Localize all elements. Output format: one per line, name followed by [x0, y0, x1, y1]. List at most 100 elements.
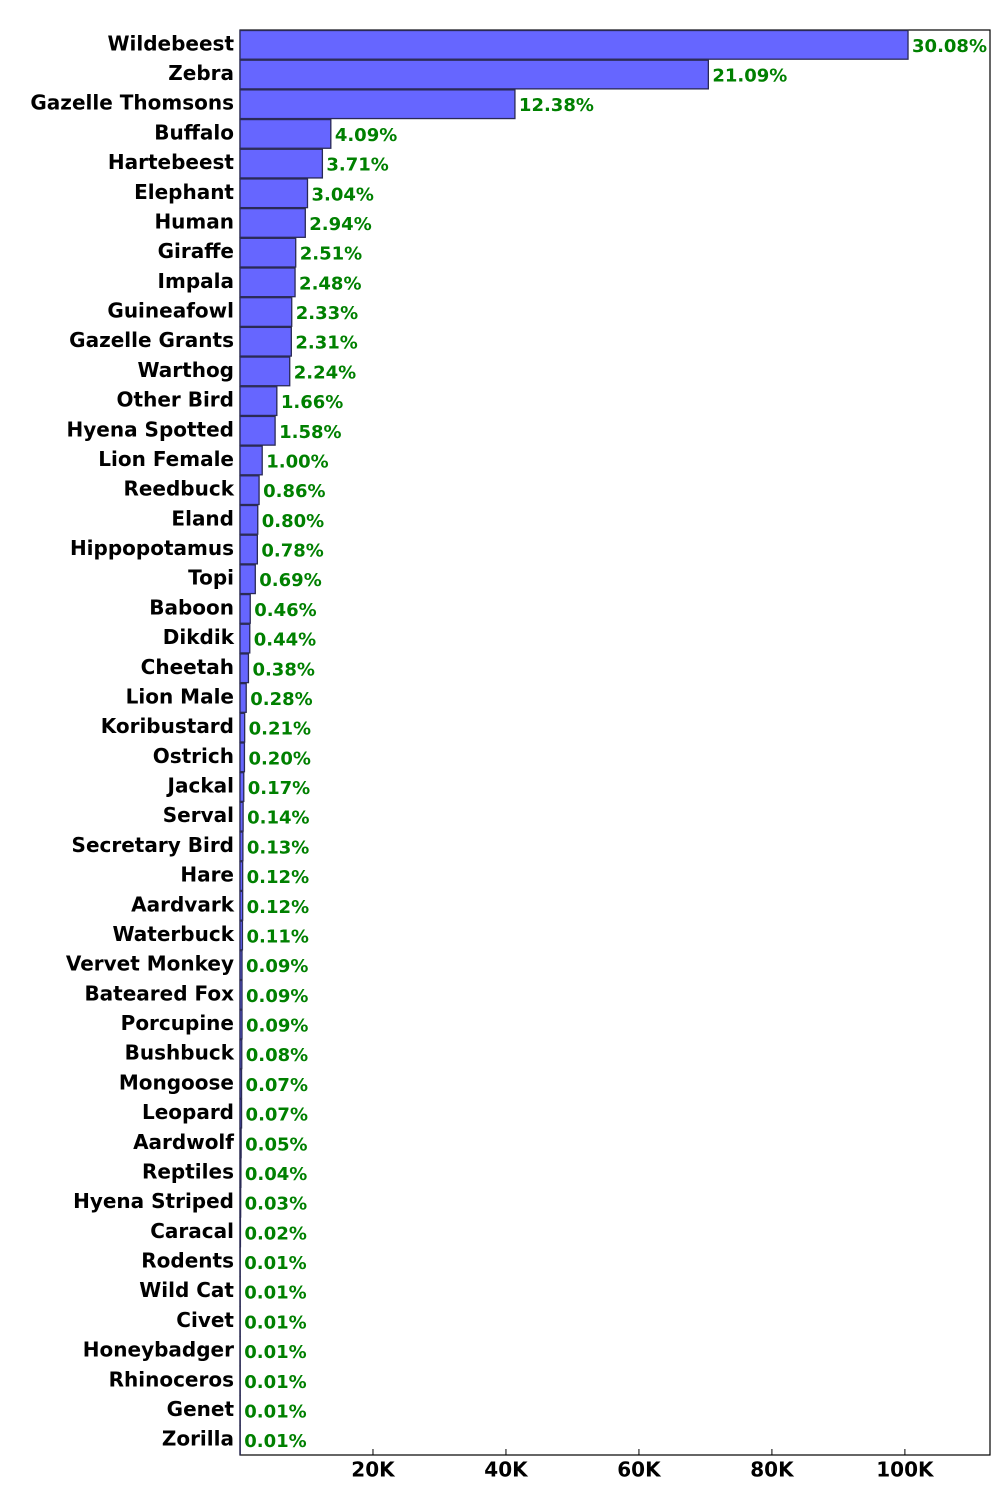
- value-label: 0.44%: [254, 630, 316, 651]
- category-label: Jackal: [166, 774, 234, 798]
- value-label: 2.48%: [299, 273, 361, 294]
- value-label: 0.02%: [244, 1223, 306, 1244]
- x-tick-label: 60K: [617, 1458, 662, 1482]
- bar: [239, 1039, 243, 1070]
- value-label: 0.01%: [244, 1401, 306, 1422]
- category-label: Bushbuck: [125, 1041, 235, 1065]
- value-label: 2.31%: [295, 333, 357, 354]
- category-label: Hartebeest: [108, 150, 235, 174]
- category-label: Hyena Spotted: [67, 417, 235, 441]
- category-label: Other Bird: [117, 388, 234, 412]
- category-label: Reptiles: [142, 1159, 234, 1183]
- bar: [239, 1157, 242, 1188]
- bar: [239, 1098, 243, 1129]
- value-label: 2.51%: [300, 244, 362, 265]
- category-label: Honeybadger: [83, 1338, 234, 1362]
- value-label: 0.01%: [244, 1431, 306, 1452]
- value-label: 0.09%: [246, 986, 308, 1007]
- bar: [239, 534, 259, 565]
- bar: [239, 386, 278, 417]
- category-label: Gazelle Grants: [69, 328, 234, 352]
- value-label: 2.94%: [309, 214, 371, 235]
- bar: [239, 475, 260, 506]
- bar: [239, 415, 276, 446]
- category-label: Caracal: [150, 1219, 234, 1243]
- bar: [239, 623, 251, 654]
- category-label: Civet: [176, 1308, 234, 1332]
- value-label: 0.12%: [247, 897, 309, 918]
- category-label: Mongoose: [119, 1070, 234, 1094]
- value-label: 1.58%: [279, 422, 341, 443]
- category-label: Baboon: [149, 595, 234, 619]
- category-label: Rhinoceros: [109, 1367, 234, 1391]
- bar: [239, 267, 296, 298]
- category-label: Zorilla: [162, 1427, 234, 1451]
- bar: [239, 59, 710, 90]
- value-label: 0.05%: [245, 1134, 307, 1155]
- value-label: 0.01%: [244, 1283, 306, 1304]
- value-label: 0.07%: [246, 1075, 308, 1096]
- category-label: Zebra: [168, 61, 234, 85]
- category-label: Reedbuck: [123, 477, 234, 501]
- value-label: 0.21%: [249, 719, 311, 740]
- category-label: Serval: [163, 803, 234, 827]
- bar: [239, 831, 244, 862]
- value-label: 1.66%: [281, 392, 343, 413]
- bar: [239, 326, 292, 357]
- bar: [239, 801, 244, 832]
- bar: [239, 89, 516, 120]
- bar: [239, 861, 244, 892]
- bar: [239, 297, 293, 328]
- bar: [239, 1068, 243, 1099]
- value-label: 0.69%: [259, 570, 321, 591]
- bar: [239, 653, 250, 684]
- bar: [239, 178, 309, 209]
- category-label: Topi: [188, 566, 234, 590]
- value-label: 0.07%: [246, 1105, 308, 1126]
- bar: [239, 950, 243, 981]
- bar: [239, 920, 244, 951]
- bar: [239, 979, 243, 1010]
- value-label: 3.71%: [326, 155, 388, 176]
- category-label: Hippopotamus: [70, 536, 234, 560]
- x-tick-label: 100K: [876, 1458, 935, 1482]
- category-label: Buffalo: [154, 120, 234, 144]
- bar: [239, 118, 332, 149]
- bar: [239, 1128, 242, 1159]
- category-label: Elephant: [134, 180, 234, 204]
- category-label: Aardvark: [131, 892, 235, 916]
- value-label: 1.00%: [266, 451, 328, 472]
- category-label: Guineafowl: [107, 299, 234, 323]
- value-label: 0.20%: [248, 748, 310, 769]
- bar: [239, 593, 251, 624]
- category-label: Eland: [171, 506, 234, 530]
- category-label: Vervet Monkey: [66, 952, 234, 976]
- category-label: Aardwolf: [133, 1130, 234, 1154]
- bar: [239, 1009, 243, 1040]
- bar: [239, 356, 291, 387]
- value-label: 2.33%: [296, 303, 358, 324]
- category-label: Lion Male: [126, 684, 234, 708]
- value-label: 0.08%: [246, 1045, 308, 1066]
- value-label: 0.04%: [245, 1164, 307, 1185]
- value-label: 30.08%: [912, 36, 987, 57]
- category-label: Gazelle Thomsons: [30, 91, 234, 115]
- value-label: 4.09%: [335, 125, 397, 146]
- value-label: 0.28%: [250, 689, 312, 710]
- category-label: Ostrich: [153, 744, 234, 768]
- value-label: 0.01%: [244, 1253, 306, 1274]
- category-label: Secretary Bird: [72, 833, 234, 857]
- bar: [239, 148, 324, 179]
- x-tick-label: 40K: [484, 1458, 529, 1482]
- value-label: 12.38%: [519, 95, 594, 116]
- category-label: Wild Cat: [139, 1278, 234, 1302]
- category-label: Human: [154, 209, 234, 233]
- bar: [239, 890, 244, 921]
- value-label: 0.38%: [252, 659, 314, 680]
- category-label: Warthog: [137, 358, 234, 382]
- category-label: Porcupine: [121, 1011, 234, 1035]
- value-label: 0.14%: [247, 808, 309, 829]
- value-label: 21.09%: [712, 66, 787, 87]
- category-label: Hare: [180, 863, 234, 887]
